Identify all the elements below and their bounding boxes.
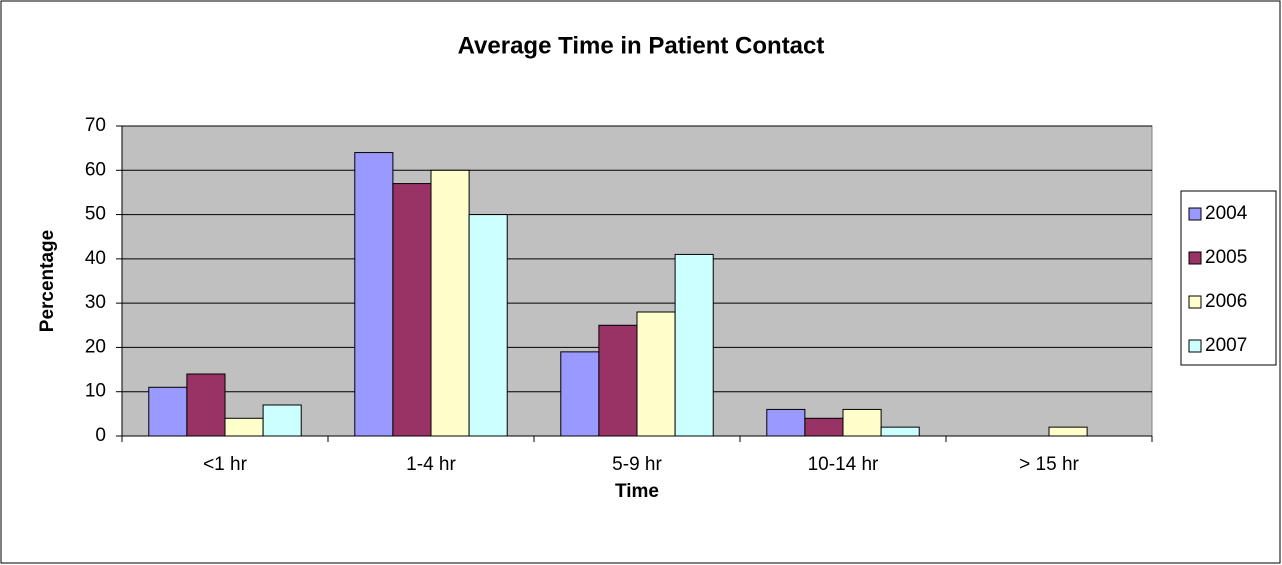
x-tick-label: 10-14 hr	[808, 454, 879, 475]
legend-label: 2005	[1205, 247, 1247, 268]
x-tick-label: 1-4 hr	[406, 454, 456, 475]
bar	[1048, 426, 1088, 437]
bar	[148, 386, 188, 437]
legend-label: 2006	[1205, 291, 1247, 312]
legend-swatch	[1188, 207, 1202, 221]
legend-swatch	[1188, 251, 1202, 265]
y-tick-label: 0	[95, 425, 106, 446]
y-tick-label: 20	[85, 336, 106, 357]
bar	[598, 324, 638, 437]
bar	[468, 214, 508, 437]
y-tick-label: 50	[85, 204, 106, 225]
bar	[430, 169, 470, 437]
y-tick-label: 10	[85, 381, 106, 402]
legend-swatch	[1188, 339, 1202, 353]
bar	[842, 408, 882, 437]
x-tick-label: > 15 hr	[1019, 454, 1079, 475]
chart-title: Average Time in Patient Contact	[458, 32, 825, 59]
y-tick-label: 40	[85, 248, 106, 269]
bar	[354, 152, 394, 437]
bar	[186, 373, 226, 437]
bar	[224, 417, 264, 437]
bar	[804, 417, 844, 437]
legend-swatch	[1188, 295, 1202, 309]
bar	[880, 426, 920, 437]
bar	[636, 311, 676, 437]
bar	[766, 408, 806, 437]
legend-label: 2004	[1205, 203, 1248, 224]
legend-label: 2007	[1205, 335, 1247, 356]
y-tick-label: 70	[85, 115, 106, 136]
x-tick-label: 5-9 hr	[612, 454, 662, 475]
x-axis-label: Time	[615, 481, 659, 502]
x-tick-label: <1 hr	[203, 454, 248, 475]
y-tick-label: 60	[85, 159, 106, 180]
bar	[560, 351, 600, 437]
bar	[392, 183, 432, 437]
y-tick-label: 30	[85, 292, 106, 313]
bar	[262, 404, 302, 437]
bar	[674, 253, 714, 437]
y-axis-label: Percentage	[37, 230, 58, 332]
